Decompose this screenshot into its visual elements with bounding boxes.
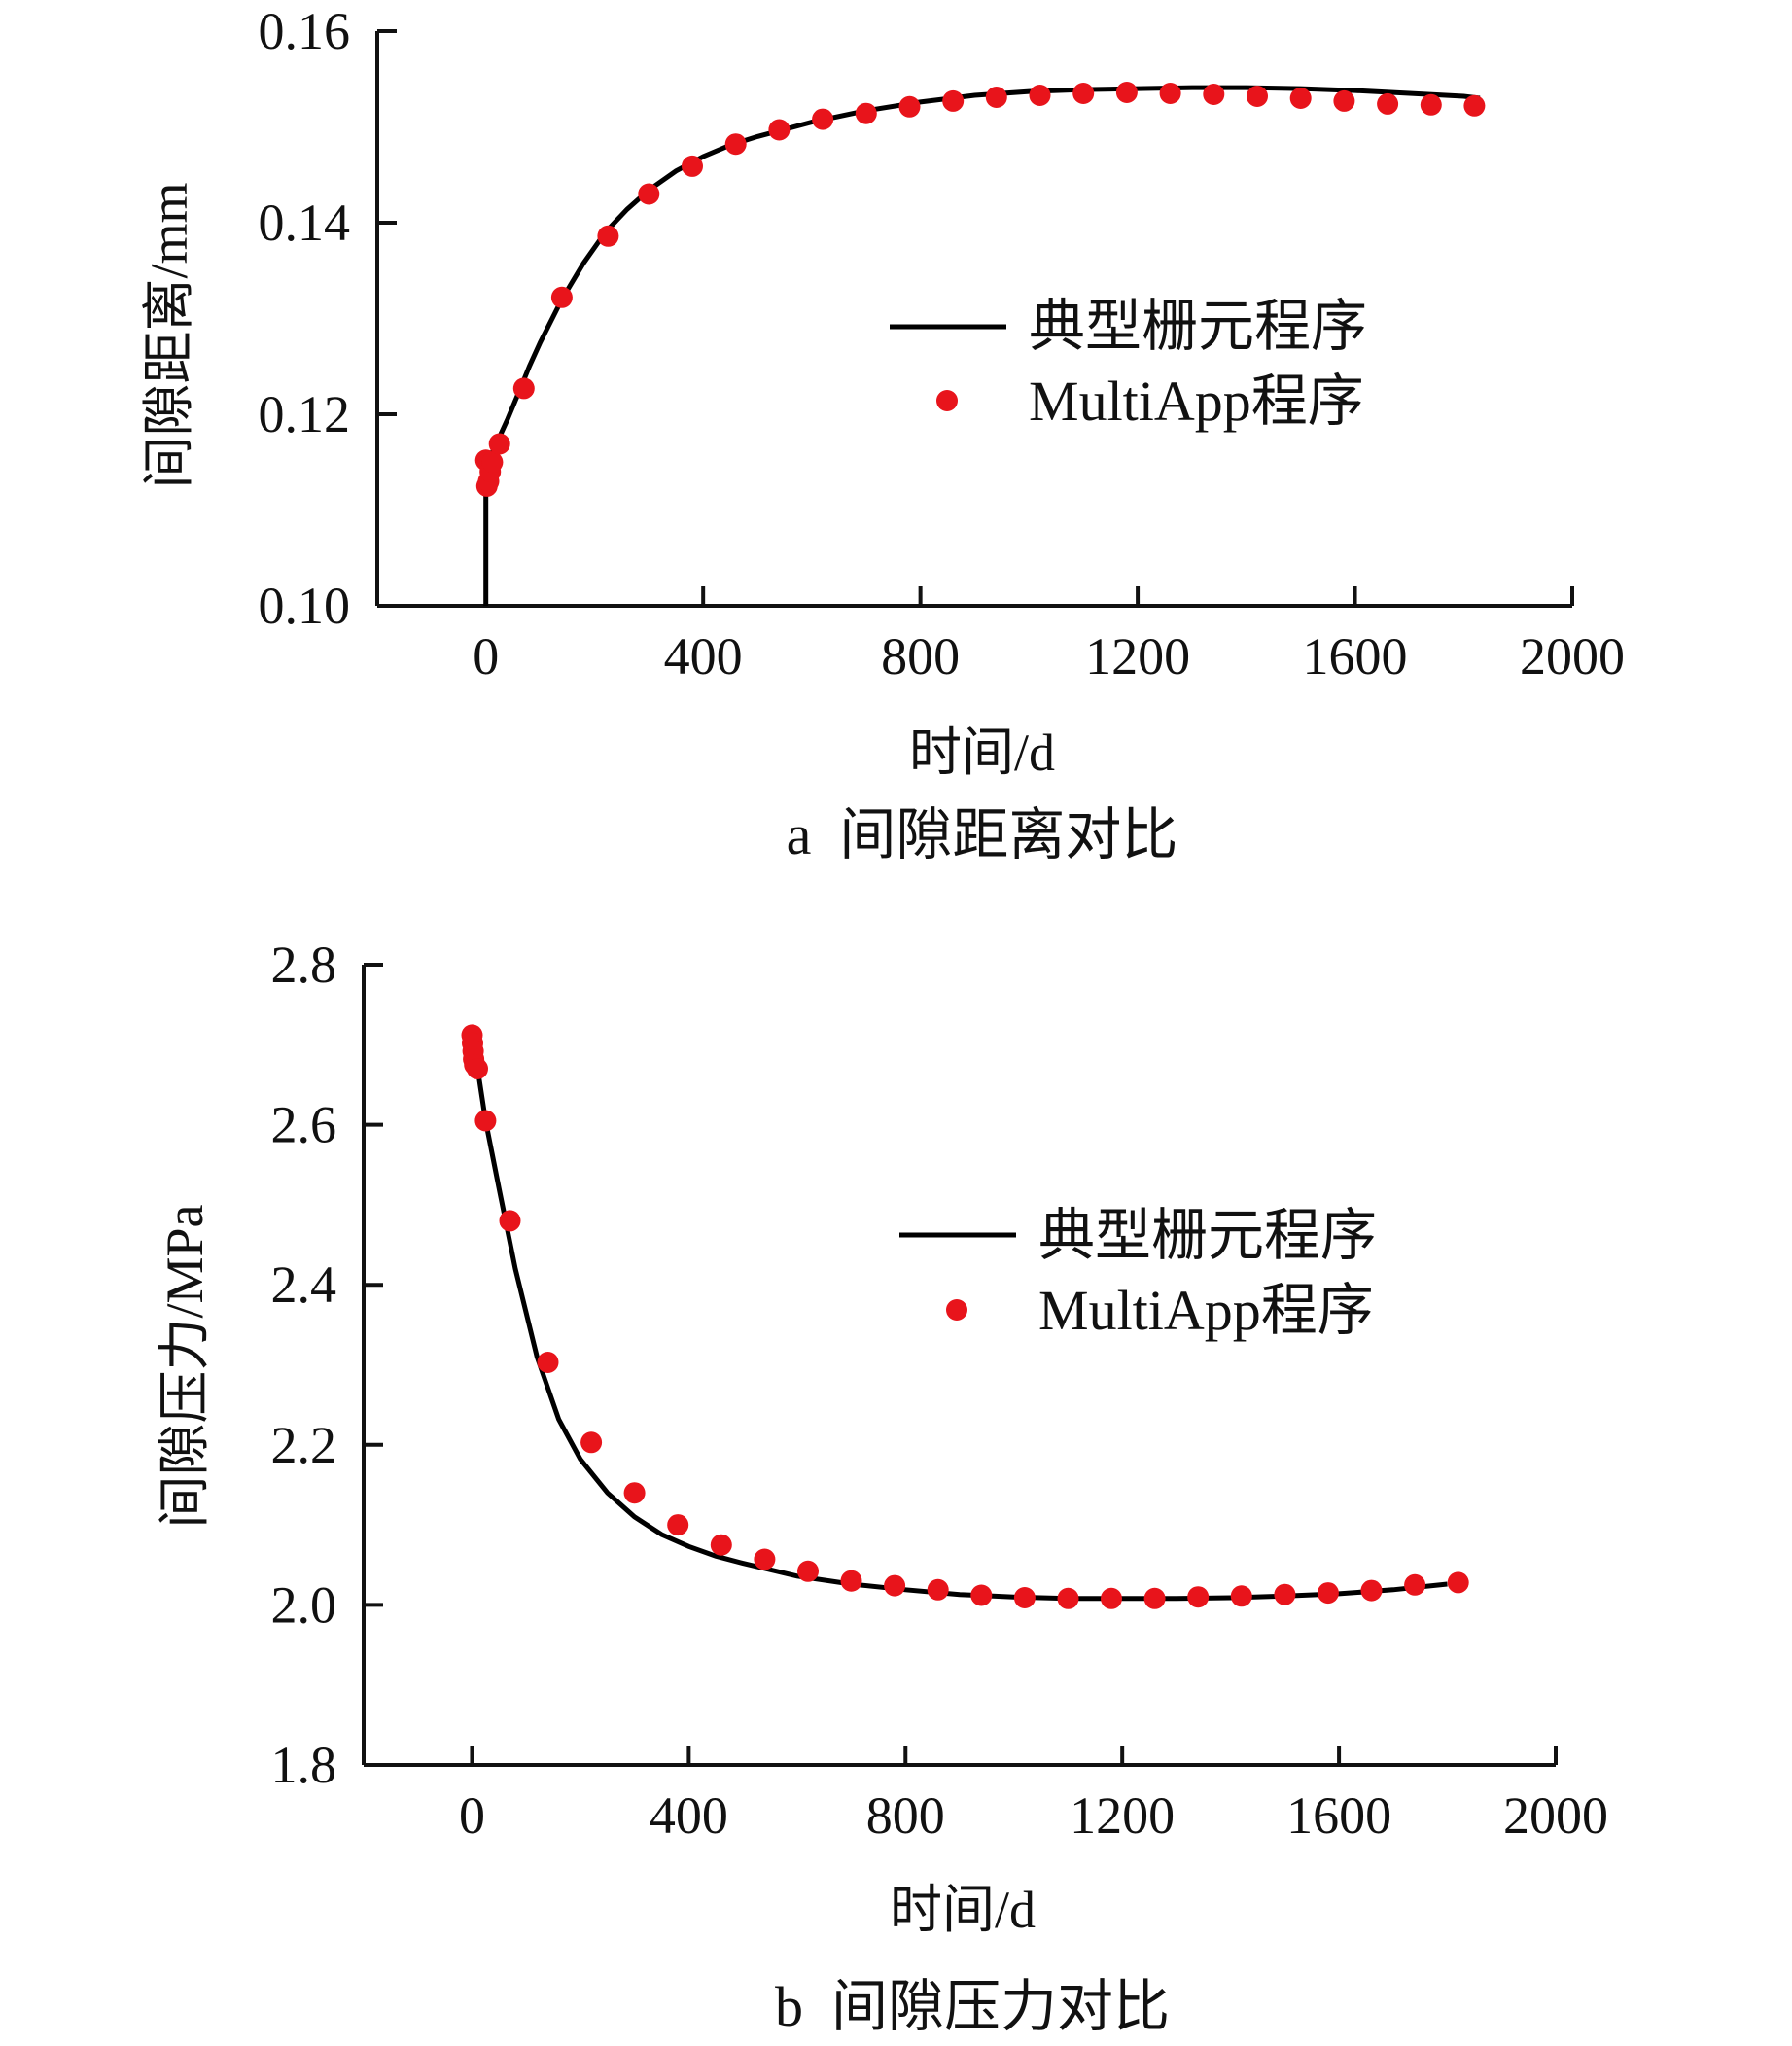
chart-a-series-point	[1203, 84, 1225, 105]
chart-b-x-tick-label: 1200	[1070, 1786, 1175, 1845]
chart-b-x-tick-label: 800	[866, 1786, 945, 1845]
chart-b-legend-marker-label: MultiApp程序	[1038, 1279, 1374, 1342]
chart-a-series-point	[550, 286, 573, 308]
chart-b-legend-line-label: 典型栅元程序	[1038, 1204, 1377, 1267]
chart-b-series-point	[1404, 1573, 1426, 1596]
chart-b-legend: 典型栅元程序 MultiApp程序	[899, 1204, 1377, 1342]
chart-a-caption: a 间隙距离对比	[787, 803, 1178, 866]
chart-a-legend-marker-label: MultiApp程序	[1029, 370, 1364, 433]
chart-b-series-point	[1360, 1579, 1383, 1602]
chart-b-legend-marker-swatch	[946, 1299, 967, 1321]
chart-b-series-point	[499, 1210, 521, 1232]
chart-a-series-point	[942, 89, 965, 112]
chart-b-series-point	[1447, 1571, 1469, 1594]
chart-a-x-tick-label: 1600	[1303, 627, 1408, 686]
chart-a-series-point	[898, 95, 921, 118]
chart-b-y-tick-label: 2.2	[271, 1416, 337, 1474]
chart-b-y-tick-label: 2.6	[271, 1096, 337, 1154]
chart-b-x-tick-label: 2000	[1503, 1786, 1608, 1845]
chart-b-series-point	[797, 1560, 819, 1582]
chart-a-series-point	[812, 108, 834, 130]
chart-b-series-point	[1317, 1582, 1339, 1605]
chart-b-series-point	[474, 1110, 497, 1132]
chart-b-series-point	[754, 1548, 776, 1570]
chart-gap-distance: 0 400 800 1200 1600 2000 0.10 0.12 0.14 0.16 时间/d…	[140, 2, 1625, 866]
chart-b-series-point	[710, 1534, 732, 1556]
chart-b-series-point	[623, 1482, 646, 1504]
chart-a-y-tick-label: 0.14	[259, 194, 351, 252]
chart-a-series-point	[638, 183, 660, 205]
chart-b-series-point	[1230, 1585, 1252, 1607]
chart-a-marks	[474, 82, 1486, 606]
chart-a-y-tick-label: 0.10	[259, 577, 351, 635]
chart-b-series-point	[467, 1058, 488, 1079]
chart-b-x-tick-label: 1600	[1286, 1786, 1391, 1845]
chart-a-legend-marker-swatch	[936, 390, 958, 411]
chart-b-x-tick-label: 0	[459, 1786, 485, 1845]
chart-a-series-point	[481, 451, 504, 474]
chart-b-caption: b 间隙压力对比	[775, 1975, 1170, 2038]
chart-a-x-tick-label: 1200	[1085, 627, 1190, 686]
chart-a-x-tick-label: 2000	[1520, 627, 1625, 686]
chart-b-y-tick-label: 2.4	[271, 1255, 337, 1314]
chart-a-series-point	[724, 133, 747, 156]
chart-b-series-point	[667, 1514, 689, 1536]
chart-a-series-point	[1159, 83, 1181, 104]
chart-b-series-point	[537, 1352, 559, 1373]
chart-b-series-point	[1187, 1586, 1210, 1608]
chart-a-series-point	[682, 155, 703, 177]
chart-b-marks	[461, 1024, 1469, 1609]
chart-b-series-line	[470, 1043, 1448, 1602]
chart-gap-pressure: 0 400 800 1200 1600 2000 1.8 2.0 2.2 2.4 2.6 2.8 时间…	[156, 935, 1608, 2038]
chart-a-y-tick-label: 0.12	[259, 385, 351, 443]
chart-b-series-point	[1013, 1587, 1036, 1608]
chart-b-series-point	[1057, 1587, 1079, 1609]
chart-a-series-point	[1289, 88, 1312, 109]
chart-b-x-tick-label: 400	[650, 1786, 728, 1845]
chart-b-xlabel: 时间/d	[890, 1881, 1036, 1939]
chart-a-legend-line-label: 典型栅元程序	[1029, 295, 1367, 358]
chart-b-series-point	[970, 1584, 993, 1606]
chart-a-series-point	[1377, 92, 1399, 115]
chart-a-series-point	[512, 377, 535, 400]
chart-b-ticks: 0 400 800 1200 1600 2000 1.8 2.0 2.2 2.4 2.6 2.8	[271, 935, 1609, 1845]
chart-a-legend: 典型栅元程序 MultiApp程序	[890, 295, 1367, 433]
chart-a-series-point	[768, 119, 791, 141]
chart-a-ylabel: 间隙距离/mm	[140, 182, 198, 488]
chart-b-series-point	[840, 1570, 862, 1592]
chart-a-x-tick-label: 400	[664, 627, 743, 686]
chart-a-series-point	[1115, 82, 1138, 103]
chart-a-series-point	[985, 87, 1007, 108]
chart-b-y-tick-label: 2.8	[271, 935, 337, 994]
chart-a-series-point	[597, 225, 619, 247]
chart-b-y-tick-label: 1.8	[271, 1736, 337, 1794]
chart-a-series-point	[1420, 93, 1442, 116]
chart-b-series-point	[1101, 1587, 1122, 1609]
chart-a-x-tick-label: 800	[881, 627, 960, 686]
chart-b-series-point	[1143, 1587, 1166, 1609]
chart-b-axes	[362, 965, 1556, 1767]
chart-b-series-point	[884, 1574, 906, 1597]
chart-a-series-point	[1247, 86, 1268, 107]
chart-b-series-point	[580, 1431, 603, 1454]
chart-b-series-point	[1274, 1583, 1296, 1605]
chart-a-y-tick-label: 0.16	[259, 2, 351, 60]
chart-a-xlabel: 时间/d	[909, 723, 1055, 782]
chart-a-axes	[375, 31, 1572, 608]
chart-a-series-point	[1029, 85, 1051, 106]
chart-b-y-tick-label: 2.0	[271, 1575, 337, 1634]
chart-a-ticks: 0 400 800 1200 1600 2000 0.10 0.12 0.14 0.16	[259, 2, 1626, 686]
chart-a-series-point	[855, 102, 877, 124]
chart-b-series-point	[927, 1578, 949, 1601]
chart-b-ylabel: 间隙压力/MPa	[156, 1204, 214, 1528]
chart-a-series-point	[1072, 83, 1095, 104]
chart-a-x-tick-label: 0	[473, 627, 499, 686]
chart-a-series-point	[1333, 89, 1355, 112]
chart-a-series-point	[1463, 94, 1486, 117]
chart-a-series-point	[488, 433, 510, 455]
